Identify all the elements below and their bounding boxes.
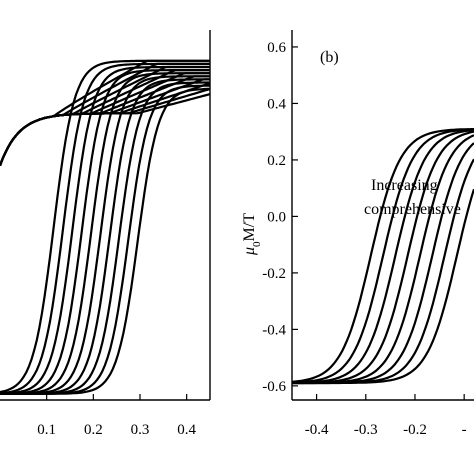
panel-a-series-line: [0, 72, 210, 395]
annotation-line-1: Increasing: [371, 177, 438, 194]
panel-b-y-tick-label: 0.2: [267, 153, 286, 169]
panel-a: 0.1 0.2 0.3 0.4: [0, 30, 211, 438]
panel-b: 0.6 0.4 0.2 0.0 -0.2 -0.4 -0.6 -0.4 -0.3 -0.2 - (b…: [241, 30, 474, 438]
panel-a-x-tick-label: 0.3: [131, 422, 150, 438]
panel-b-x-tick-label: -0.3: [354, 422, 378, 438]
panel-a-curves: [0, 59, 210, 395]
panel-b-y-tick-label: -0.4: [262, 322, 286, 338]
panel-a-series-line: [0, 84, 210, 395]
panel-a-series-line: [0, 65, 210, 395]
panel-a-series-line: [0, 78, 210, 395]
panel-a-series-return-line: [0, 82, 210, 166]
panel-b-series-line: [292, 128, 474, 384]
panel-b-x-tick-label: -0.4: [305, 422, 329, 438]
panel-a-x-ticks: 0.1 0.2 0.3 0.4: [37, 394, 197, 438]
panel-a-series-line: [0, 68, 210, 395]
ylabel-suffix: M/T: [241, 213, 258, 242]
panel-b-y-tick-label: -0.6: [262, 379, 286, 395]
panel-b-y-axis-label: μ0M/T: [241, 213, 263, 256]
panel-b-y-tick-label: 0.0: [267, 209, 286, 225]
panel-b-label: (b): [320, 49, 339, 66]
panel-b-y-tick-label: 0.6: [267, 40, 286, 56]
panel-b-x-tick-label: -: [462, 422, 467, 438]
panel-a-series-return-line: [0, 75, 210, 166]
panel-b-series-line: [292, 188, 474, 385]
panel-b-ticks: 0.6 0.4 0.2 0.0 -0.2 -0.4 -0.6 -0.4 -0.3 -0.2 -: [262, 40, 466, 438]
panel-a-series-return-line: [0, 93, 210, 166]
panel-b-y-tick-label: 0.4: [267, 96, 286, 112]
annotation-line-2: comprehensive: [364, 201, 461, 218]
panel-a-x-tick-label: 0.2: [84, 422, 103, 438]
panel-b-series-line: [292, 128, 474, 383]
ylabel-sub: 0: [251, 241, 263, 247]
panel-a-x-tick-label: 0.4: [177, 422, 196, 438]
panel-b-x-tick-label: -0.2: [403, 422, 427, 438]
panel-b-curves: [292, 128, 474, 385]
panel-a-series-line: [0, 81, 210, 395]
panel-b-y-tick-label: -0.2: [262, 266, 286, 282]
panel-a-series-line: [0, 87, 210, 395]
ylabel-mu: μ: [241, 247, 258, 256]
panel-a-x-tick-label: 0.1: [37, 422, 56, 438]
